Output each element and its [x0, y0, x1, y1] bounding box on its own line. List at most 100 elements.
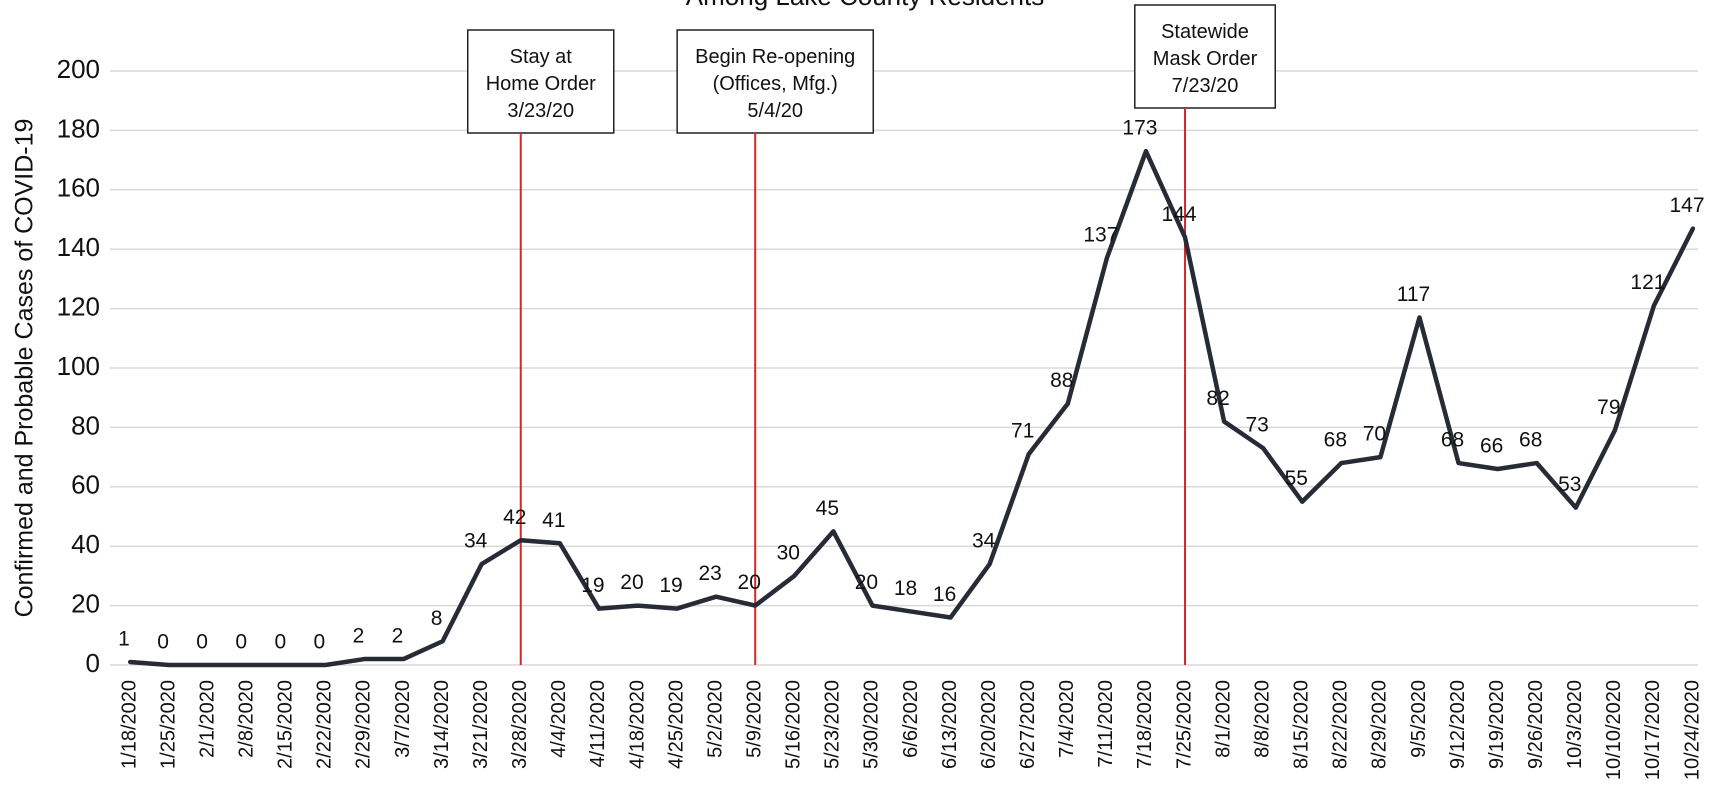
data-point — [206, 663, 211, 667]
x-tick-label: 10/17/2020 — [1642, 680, 1664, 780]
data-point — [1378, 455, 1383, 460]
data-label: 19 — [659, 574, 682, 597]
data-point — [675, 606, 680, 611]
data-point — [401, 657, 406, 662]
data-point — [1143, 149, 1148, 154]
data-point — [1183, 235, 1188, 240]
data-point — [1300, 499, 1305, 504]
data-label: 20 — [738, 571, 761, 594]
annotation-text: Statewide — [1161, 21, 1249, 43]
x-tick-label: 10/3/2020 — [1564, 680, 1586, 769]
data-label: 68 — [1324, 429, 1347, 452]
data-point — [323, 663, 328, 667]
y-tick-label: 100 — [57, 351, 100, 381]
annotation-text: 3/23/20 — [507, 100, 574, 122]
annotation-text: Home Order — [486, 73, 596, 95]
data-label: 66 — [1480, 435, 1503, 458]
x-tick-label: 2/22/2020 — [314, 680, 336, 769]
data-point — [1573, 505, 1578, 510]
data-label: 0 — [196, 631, 208, 654]
data-point — [440, 639, 445, 644]
data-point — [792, 573, 797, 578]
data-point — [596, 606, 601, 611]
chart-title: Among Lake County Residents — [686, 0, 1044, 11]
data-label: 82 — [1206, 387, 1229, 410]
data-point — [987, 562, 992, 567]
data-point — [831, 529, 836, 534]
annotation-text: Stay at — [510, 46, 573, 68]
data-label: 42 — [503, 506, 526, 529]
x-tick-label: 2/8/2020 — [236, 680, 258, 758]
x-tick-label: 9/19/2020 — [1486, 680, 1508, 769]
data-point — [1612, 428, 1617, 433]
data-point — [1417, 315, 1422, 320]
x-tick-label: 5/30/2020 — [861, 680, 883, 769]
data-point — [245, 663, 250, 667]
data-label: 70 — [1363, 423, 1386, 446]
annotation-text: Begin Re-opening — [695, 46, 855, 68]
data-label: 20 — [855, 571, 878, 594]
x-tick-label: 6/6/2020 — [900, 680, 922, 758]
data-point — [635, 603, 640, 608]
annotation: Statewide Mask Order 7/23/20 — [1134, 4, 1277, 665]
y-tick-label: 200 — [57, 54, 100, 84]
data-label: 2 — [353, 625, 365, 648]
annotation-text: Mask Order — [1153, 48, 1258, 70]
x-tick-label: 2/29/2020 — [353, 680, 375, 769]
x-tick-label: 4/18/2020 — [626, 680, 648, 769]
annotation-text: 5/4/20 — [747, 100, 803, 122]
data-point — [870, 603, 875, 608]
x-tick-label: 7/18/2020 — [1134, 680, 1156, 769]
x-tick-label: 5/23/2020 — [822, 680, 844, 769]
data-point — [1222, 419, 1227, 424]
x-tick-label: 6/13/2020 — [939, 680, 961, 769]
x-tick-label: 8/1/2020 — [1212, 680, 1234, 758]
data-label: 30 — [777, 541, 800, 564]
data-label: 68 — [1441, 429, 1464, 452]
x-tick-label: 5/2/2020 — [704, 680, 726, 758]
x-tick-label: 8/15/2020 — [1291, 680, 1313, 769]
data-point — [1534, 461, 1539, 466]
annotation-box — [1134, 4, 1277, 109]
data-label: 68 — [1519, 429, 1542, 452]
data-label: 137 — [1083, 224, 1118, 247]
x-tick-label: 9/26/2020 — [1525, 680, 1547, 769]
y-tick-label: 180 — [57, 113, 100, 143]
data-label: 88 — [1050, 369, 1073, 392]
y-tick-label: 60 — [71, 470, 100, 500]
annotation: Stay at Home Order 3/23/20 — [466, 29, 615, 665]
y-tick-label: 120 — [57, 291, 100, 321]
data-point — [284, 663, 289, 667]
data-point — [1691, 226, 1695, 231]
x-tick-label: 3/7/2020 — [392, 680, 414, 758]
data-label: 0 — [314, 631, 326, 654]
data-label: 41 — [542, 509, 565, 532]
x-tick-label: 3/28/2020 — [509, 680, 531, 769]
data-point — [714, 594, 719, 599]
data-label: 45 — [816, 497, 839, 520]
annotation-box — [676, 29, 875, 134]
data-point — [557, 541, 562, 546]
data-label: 0 — [274, 631, 286, 654]
data-label: 0 — [235, 631, 247, 654]
y-tick-label: 80 — [71, 410, 100, 440]
data-label: 73 — [1245, 414, 1268, 437]
y-tick-label: 0 — [86, 648, 100, 678]
annotation-text: 7/23/20 — [1172, 75, 1239, 97]
x-tick-label: 1/25/2020 — [157, 680, 179, 769]
data-label: 2 — [392, 625, 404, 648]
data-label: 34 — [464, 530, 488, 553]
data-point — [909, 609, 914, 614]
x-tick-label: 5/16/2020 — [783, 680, 805, 769]
data-label: 144 — [1162, 203, 1197, 226]
x-tick-label: 3/14/2020 — [431, 680, 453, 769]
data-point — [1026, 452, 1031, 457]
data-point — [1456, 461, 1461, 466]
x-tick-label: 8/8/2020 — [1251, 680, 1273, 758]
x-tick-label: 8/29/2020 — [1369, 680, 1391, 769]
data-point — [1339, 461, 1344, 466]
y-tick-label: 20 — [71, 588, 100, 618]
y-tick-label: 160 — [57, 173, 100, 203]
data-point — [362, 657, 367, 662]
y-tick-label: 40 — [71, 529, 100, 559]
